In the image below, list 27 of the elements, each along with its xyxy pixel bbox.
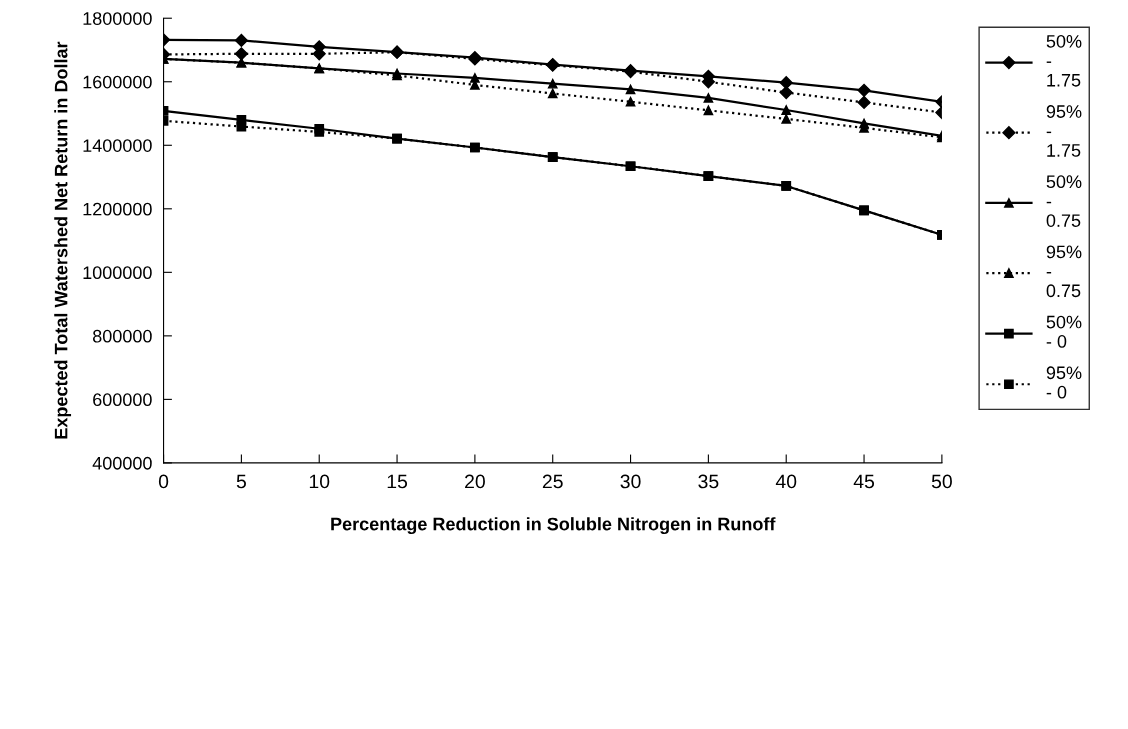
x-tick-label: 15 xyxy=(387,474,408,489)
x-tick-label: 35 xyxy=(698,474,719,489)
x-tick-label: 0 xyxy=(158,474,169,489)
y-tick-label: 800000 xyxy=(92,329,152,343)
y-tick-label: 1400000 xyxy=(83,139,152,152)
x-tick-label: 30 xyxy=(620,474,641,489)
legend-label: 95% - 0 xyxy=(1046,366,1082,399)
x-tick-label: 50 xyxy=(931,474,952,489)
legend-label: 95% - 0.75 xyxy=(1046,245,1082,298)
legend-label: 95% - 1.75 xyxy=(1046,105,1082,157)
y-tick-label: 1200000 xyxy=(83,202,152,216)
legend-label: 50% - 0.75 xyxy=(1046,175,1082,227)
y-axis-title: Expected Total Watershed Net Return in Dollar xyxy=(54,41,72,439)
x-tick-label: 40 xyxy=(775,474,797,489)
legend-label: 50% - 0 xyxy=(1046,315,1082,348)
y-tick-label: 1600000 xyxy=(83,75,152,89)
y-tick-label: 1800000 xyxy=(83,12,152,25)
x-tick-label: 45 xyxy=(853,474,875,489)
y-tick-label: 400000 xyxy=(92,456,152,470)
y-tick-label: 1000000 xyxy=(83,266,152,280)
x-tick-label: 20 xyxy=(465,474,485,489)
legend-label: 50% - 1.75 xyxy=(1046,34,1082,87)
x-tick-label: 5 xyxy=(236,474,246,489)
x-tick-label: 10 xyxy=(309,474,330,489)
x-axis-title: Percentage Reduction in Soluble Nitrogen in Runoff xyxy=(331,517,776,535)
x-tick-label: 25 xyxy=(542,474,563,489)
y-tick-label: 600000 xyxy=(93,393,152,407)
